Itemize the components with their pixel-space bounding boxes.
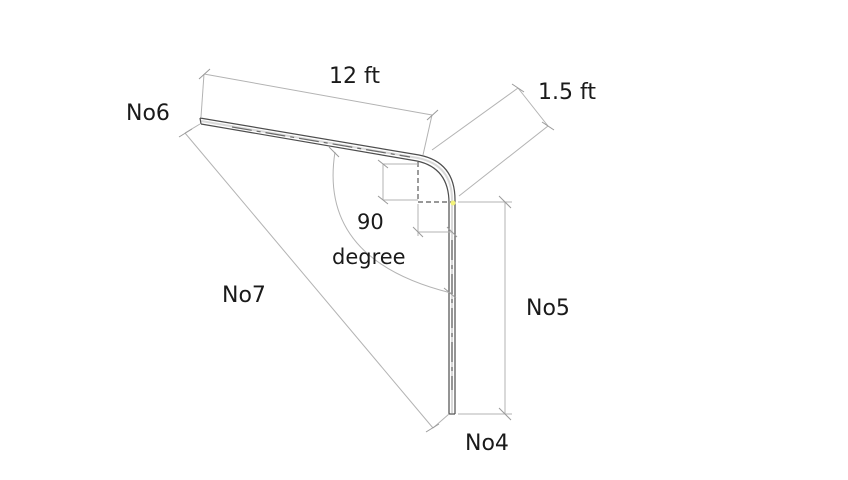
dimension-no5 xyxy=(458,195,512,421)
bend-construction xyxy=(417,162,456,206)
bar-outline-outer xyxy=(199,117,456,414)
centerlines xyxy=(231,126,453,390)
dimension-1-5ft xyxy=(431,83,555,197)
angle-arc-90 xyxy=(328,146,457,299)
dimension-no7 xyxy=(178,123,450,433)
bent-bar xyxy=(199,117,456,415)
dimension-12ft xyxy=(198,68,439,156)
bar-outline-inner xyxy=(200,123,450,414)
bar-fill xyxy=(200,120,453,413)
label-no4: No4 xyxy=(465,431,509,456)
bend-radius-dims xyxy=(377,159,458,238)
bar-end-cap-top xyxy=(199,117,202,125)
bend-center-point xyxy=(450,200,456,206)
label-no6: No6 xyxy=(126,101,170,126)
label-length-12ft: 12 ft xyxy=(329,64,380,89)
centerline-top-leg xyxy=(231,126,411,158)
label-length-1-5ft: 1.5 ft xyxy=(538,80,596,105)
label-angle-unit: degree xyxy=(332,245,406,269)
label-angle-value: 90 xyxy=(357,210,384,234)
label-no5: No5 xyxy=(526,296,570,321)
label-no7: No7 xyxy=(222,283,266,308)
